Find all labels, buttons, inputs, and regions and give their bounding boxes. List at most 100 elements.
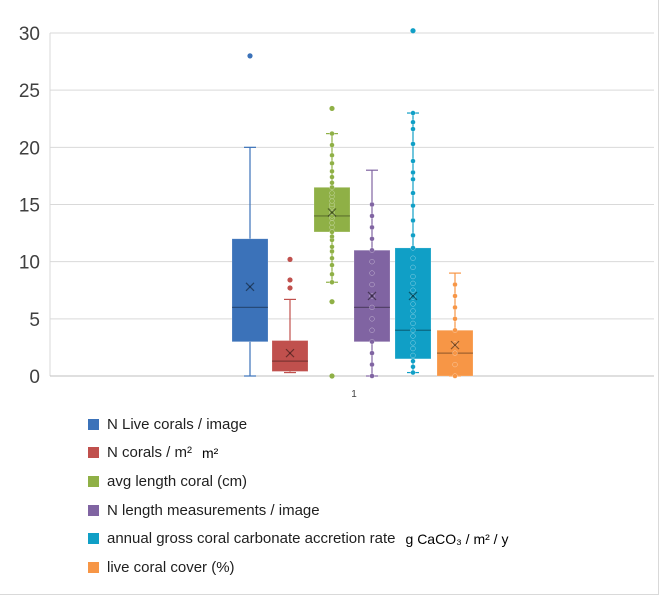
legend-swatch [88,447,99,459]
data-point [329,198,335,204]
mean-marker [327,208,337,217]
data-point [329,271,335,277]
data-point [452,304,458,311]
box-iqr [231,238,269,343]
mean-marker [367,291,377,301]
data-point [329,255,335,261]
data-point [329,209,335,216]
data-point [369,270,375,276]
y-tick-label: 25 [19,81,40,102]
legend-label: avg length coral (cm) [107,472,248,490]
data-point [329,180,335,186]
mean-marker [408,291,418,301]
legend-item: live coral cover (%) [88,553,508,582]
data-point [410,287,416,293]
outlier-point [247,53,253,59]
data-point [369,327,375,333]
mean-marker [285,348,295,358]
data-point [369,213,375,219]
data-point [410,202,416,209]
legend-swatch [88,475,99,487]
outlier-point [329,105,335,112]
data-point [410,217,416,224]
mean-marker [327,208,337,217]
legend-swatch [88,533,99,545]
mean-marker [408,291,418,301]
data-point [410,245,416,251]
data-point [452,341,458,347]
data-point [329,233,335,240]
mean-marker [450,340,460,350]
data-point [410,369,416,376]
legend-item: avg length coral (cm) [88,467,508,496]
data-point [452,350,458,356]
gridlines [50,32,654,320]
data-point [410,333,416,339]
legend-label: N corals / m² [107,444,193,462]
data-point [369,361,375,368]
box-plot-chart: 0 5 10 15 20 25 30 1 [19,24,654,400]
legend-item: N corals / m² m² [88,439,508,468]
data-point [369,350,375,356]
data-point [329,229,335,235]
box-series [231,53,269,377]
data-point [329,168,335,174]
outlier-point [329,299,335,305]
outlier-point [410,28,416,34]
box-series [313,105,351,379]
data-point [329,190,335,196]
data-point [369,201,375,208]
legend-swatch [88,504,99,516]
y-tick-label: 0 [29,367,40,388]
legend-unit: m² [202,444,219,461]
legend-swatch [88,561,99,573]
y-tick-label: 5 [29,310,40,331]
data-point [410,169,416,176]
data-point [369,236,375,242]
data-point [410,255,416,261]
data-point [410,232,416,239]
data-point [369,281,375,288]
data-point [369,373,375,379]
data-point [329,160,335,166]
data-point [410,190,416,196]
data-point [410,313,416,320]
box-series [353,169,391,379]
data-point [329,262,335,268]
outlier-point [287,256,293,262]
data-point [452,327,458,333]
data-point [410,340,416,346]
axes: 0 5 10 15 20 25 30 1 [19,24,654,400]
box-series [436,272,474,379]
data-point [410,358,416,364]
data-point [410,176,416,182]
data-point [369,224,375,231]
data-point [369,293,375,299]
data-point [410,141,416,147]
data-point [329,220,335,226]
data-point [369,247,375,253]
data-point [410,294,416,300]
data-point [452,281,458,288]
data-point [329,174,335,180]
mean-marker [450,340,460,350]
data-point [410,327,416,333]
data-point [410,364,416,370]
mean-marker [245,282,255,292]
data-point [452,293,458,299]
y-tick-label: 30 [19,24,40,45]
data-point [329,184,335,191]
outlier-point [329,373,335,379]
legend-label: N Live corals / image [107,415,248,433]
mean-marker [285,348,295,358]
y-tick-label: 20 [19,138,40,159]
box-series [394,28,432,376]
legend-item: annual gross coral carbonate accretion r… [88,524,508,553]
data-point [452,361,458,368]
legend-label: annual gross coral carbonate accretion r… [107,530,396,548]
data-point [329,248,335,255]
data-point [329,244,335,250]
data-point [410,280,416,287]
data-point [410,301,416,307]
outlier-point [287,285,293,291]
